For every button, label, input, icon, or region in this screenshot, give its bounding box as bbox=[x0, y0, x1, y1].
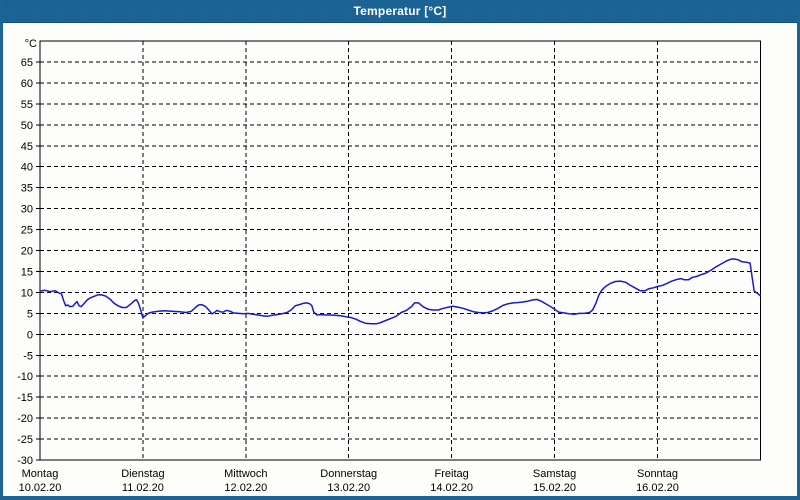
y-axis-tick-label: -5 bbox=[23, 350, 33, 362]
window-titlebar[interactable]: Temperatur [°C] bbox=[0, 0, 800, 23]
x-axis-date-label: 12.02.20 bbox=[224, 482, 267, 494]
x-axis-date-label: 16.02.20 bbox=[636, 482, 679, 494]
x-axis-date-label: 11.02.20 bbox=[122, 482, 164, 494]
y-axis-tick-label: 40 bbox=[21, 162, 33, 174]
y-axis-tick-label: 5 bbox=[27, 308, 33, 320]
window-border-right bbox=[797, 0, 800, 500]
window-border-bottom bbox=[0, 496, 800, 500]
x-axis-date-label: 10.02.20 bbox=[19, 482, 62, 494]
y-axis-tick-label: 50 bbox=[21, 120, 33, 132]
x-axis-date-label: 13.02.20 bbox=[327, 482, 370, 494]
y-axis-tick-label: -30 bbox=[17, 455, 33, 467]
y-axis-tick-label: -10 bbox=[17, 371, 33, 383]
window-border-left bbox=[0, 0, 3, 500]
y-axis-tick-label: 45 bbox=[21, 141, 33, 153]
y-axis-tick-label: 55 bbox=[21, 99, 33, 111]
x-axis-date-label: 14.02.20 bbox=[430, 482, 473, 494]
x-axis-day-label: Freitag bbox=[435, 468, 469, 480]
y-axis-tick-label: 35 bbox=[21, 183, 33, 195]
y-axis-tick-label: 0 bbox=[27, 329, 33, 341]
x-axis-day-label: Sonntag bbox=[637, 468, 678, 480]
y-axis-tick-label: 60 bbox=[21, 78, 33, 90]
x-axis-day-label: Donnerstag bbox=[320, 468, 377, 480]
x-axis-day-label: Montag bbox=[22, 468, 59, 480]
y-axis-tick-label: 65 bbox=[21, 57, 33, 69]
y-axis-tick-label: -25 bbox=[17, 434, 33, 446]
plot-frame bbox=[39, 40, 761, 461]
y-axis-tick-label: -15 bbox=[17, 392, 33, 404]
x-axis-day-label: Dienstag bbox=[121, 468, 164, 480]
y-axis-tick-label: -20 bbox=[17, 413, 33, 425]
y-axis-tick-label: 25 bbox=[21, 225, 33, 237]
y-axis-tick-label: 10 bbox=[21, 287, 33, 299]
y-axis-tick-label: 15 bbox=[21, 266, 33, 278]
temperature-series-line bbox=[39, 258, 762, 325]
y-axis-unit-label: °C bbox=[25, 38, 37, 50]
x-axis-day-label: Samstag bbox=[533, 468, 576, 480]
y-axis-tick-label: 30 bbox=[21, 204, 33, 216]
x-axis-date-label: 15.02.20 bbox=[533, 482, 576, 494]
y-axis-tick-label: 20 bbox=[21, 246, 33, 258]
window-title: Temperatur [°C] bbox=[353, 4, 447, 18]
x-axis-day-label: Mittwoch bbox=[224, 468, 267, 480]
